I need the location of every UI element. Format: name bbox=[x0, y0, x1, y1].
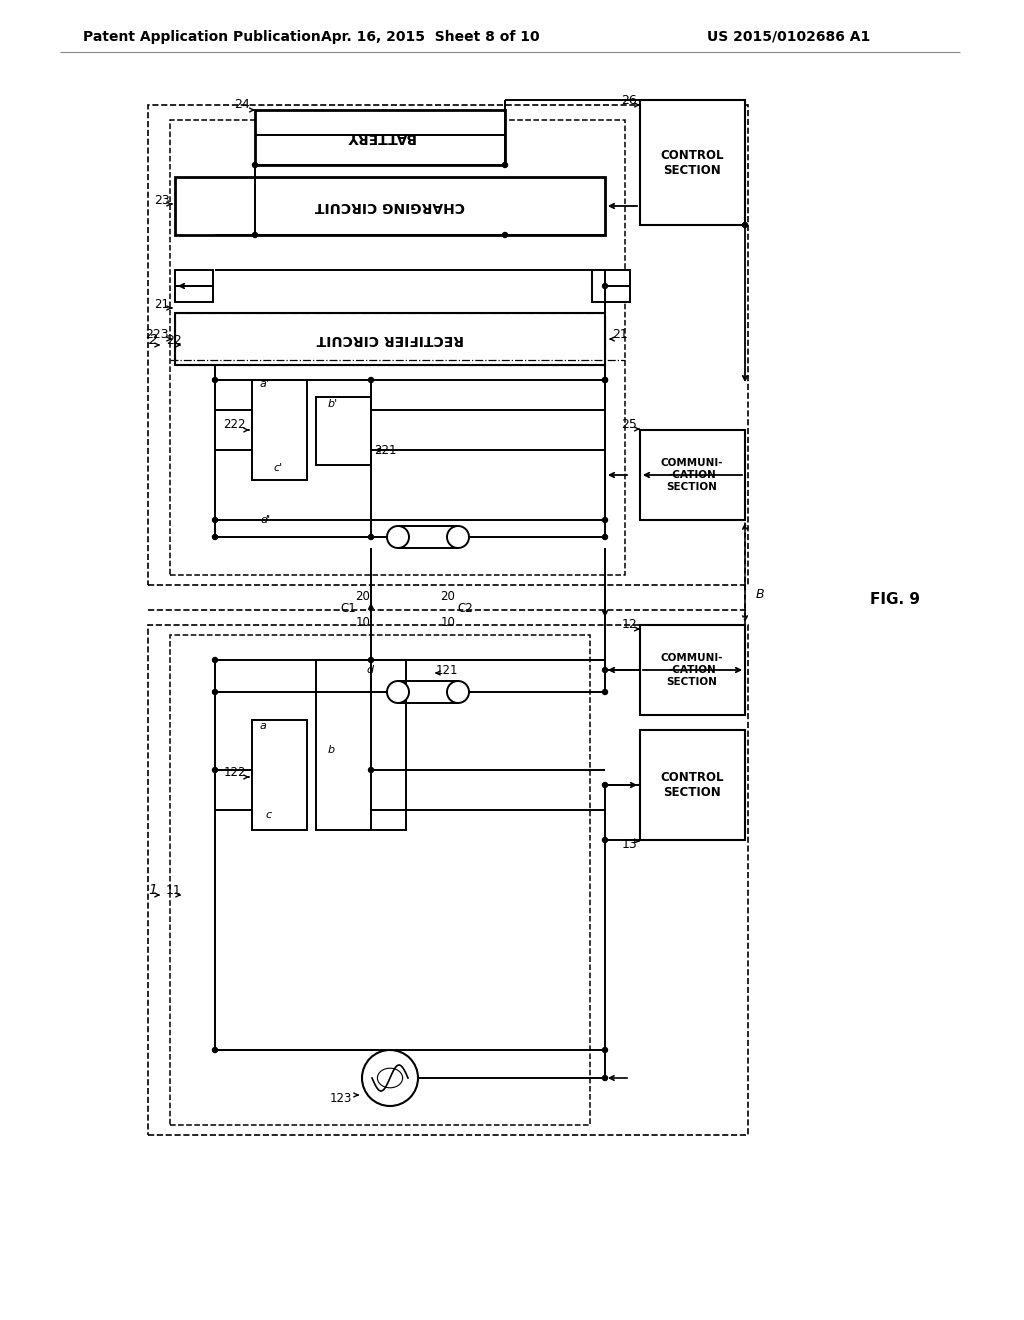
Bar bbox=[148, 624, 748, 1135]
Text: 26: 26 bbox=[622, 94, 637, 107]
Circle shape bbox=[213, 1048, 217, 1052]
Text: c': c' bbox=[273, 463, 283, 473]
Circle shape bbox=[213, 535, 217, 540]
Text: b': b' bbox=[328, 399, 338, 409]
Circle shape bbox=[253, 162, 257, 168]
Bar bbox=[170, 635, 590, 1125]
Bar bbox=[252, 380, 307, 480]
Text: 122: 122 bbox=[223, 766, 246, 779]
Text: a: a bbox=[260, 721, 267, 731]
Circle shape bbox=[213, 378, 217, 383]
Circle shape bbox=[369, 378, 374, 383]
Bar bbox=[640, 430, 745, 520]
Text: 221: 221 bbox=[374, 444, 396, 457]
Bar bbox=[252, 719, 307, 830]
Bar bbox=[316, 397, 371, 465]
Text: COMMUNI-
-CATION
SECTION: COMMUNI- -CATION SECTION bbox=[660, 458, 723, 491]
Bar bbox=[170, 120, 625, 576]
Bar bbox=[640, 100, 745, 224]
Text: FIG. 9: FIG. 9 bbox=[870, 593, 920, 607]
Text: c: c bbox=[265, 810, 271, 820]
Circle shape bbox=[213, 689, 217, 694]
Circle shape bbox=[362, 1049, 418, 1106]
Text: 121: 121 bbox=[436, 664, 459, 676]
Text: Patent Application Publication: Patent Application Publication bbox=[83, 30, 321, 44]
Text: b: b bbox=[328, 744, 335, 755]
Text: 21: 21 bbox=[612, 329, 628, 342]
Bar bbox=[148, 106, 748, 585]
Text: 13: 13 bbox=[622, 838, 637, 851]
Bar bbox=[592, 271, 630, 302]
Text: C2: C2 bbox=[457, 602, 473, 615]
Circle shape bbox=[503, 162, 508, 168]
Text: 21: 21 bbox=[154, 298, 169, 312]
Text: 20: 20 bbox=[440, 590, 456, 603]
Text: a': a' bbox=[260, 379, 270, 389]
Text: 24: 24 bbox=[234, 99, 250, 111]
Text: 22: 22 bbox=[166, 334, 182, 346]
Text: d: d bbox=[367, 665, 374, 675]
Text: 23: 23 bbox=[155, 194, 170, 206]
Text: CONTROL
SECTION: CONTROL SECTION bbox=[660, 771, 724, 799]
Bar bbox=[175, 271, 213, 302]
Circle shape bbox=[503, 232, 508, 238]
Circle shape bbox=[253, 232, 257, 238]
Text: B: B bbox=[756, 589, 764, 602]
Circle shape bbox=[369, 535, 374, 540]
Circle shape bbox=[213, 767, 217, 772]
Bar bbox=[175, 313, 605, 366]
Text: 123: 123 bbox=[330, 1092, 352, 1105]
Text: Apr. 16, 2015  Sheet 8 of 10: Apr. 16, 2015 Sheet 8 of 10 bbox=[321, 30, 540, 44]
Ellipse shape bbox=[447, 525, 469, 548]
Text: 10: 10 bbox=[440, 616, 456, 630]
Bar bbox=[175, 177, 605, 235]
Text: 1: 1 bbox=[148, 883, 158, 898]
Circle shape bbox=[602, 378, 607, 383]
Text: 12: 12 bbox=[622, 619, 637, 631]
Circle shape bbox=[213, 657, 217, 663]
Bar bbox=[640, 730, 745, 840]
Text: BATTERY: BATTERY bbox=[345, 129, 415, 144]
Circle shape bbox=[602, 689, 607, 694]
Text: 20: 20 bbox=[355, 590, 371, 603]
Circle shape bbox=[369, 657, 374, 663]
Ellipse shape bbox=[447, 681, 469, 704]
Text: CONTROL
SECTION: CONTROL SECTION bbox=[660, 149, 724, 177]
Circle shape bbox=[602, 1076, 607, 1081]
Ellipse shape bbox=[387, 681, 409, 704]
Circle shape bbox=[602, 1048, 607, 1052]
Bar bbox=[175, 313, 605, 366]
Text: RECTIFIER CIRCUIT: RECTIFIER CIRCUIT bbox=[316, 333, 464, 346]
Circle shape bbox=[213, 517, 217, 523]
Circle shape bbox=[602, 668, 607, 672]
Text: US 2015/0102686 A1: US 2015/0102686 A1 bbox=[707, 30, 870, 44]
Circle shape bbox=[602, 517, 607, 523]
Circle shape bbox=[602, 783, 607, 788]
Ellipse shape bbox=[387, 525, 409, 548]
Circle shape bbox=[369, 767, 374, 772]
Text: d': d' bbox=[260, 515, 270, 525]
Text: 11: 11 bbox=[166, 883, 182, 896]
Text: 223: 223 bbox=[145, 329, 169, 342]
Text: 25: 25 bbox=[622, 418, 637, 432]
Text: CHARGING CIRCUIT: CHARGING CIRCUIT bbox=[315, 199, 465, 213]
Text: 2: 2 bbox=[148, 333, 158, 347]
Circle shape bbox=[602, 378, 607, 383]
Circle shape bbox=[602, 284, 607, 289]
Text: 10: 10 bbox=[355, 616, 371, 630]
Text: C1: C1 bbox=[340, 602, 356, 615]
Bar bbox=[316, 660, 406, 830]
Circle shape bbox=[602, 837, 607, 842]
Circle shape bbox=[602, 535, 607, 540]
Bar bbox=[255, 110, 505, 165]
Circle shape bbox=[742, 223, 748, 227]
Text: 222: 222 bbox=[223, 418, 246, 432]
Text: COMMUNI-
-CATION
SECTION: COMMUNI- -CATION SECTION bbox=[660, 653, 723, 686]
Bar bbox=[640, 624, 745, 715]
